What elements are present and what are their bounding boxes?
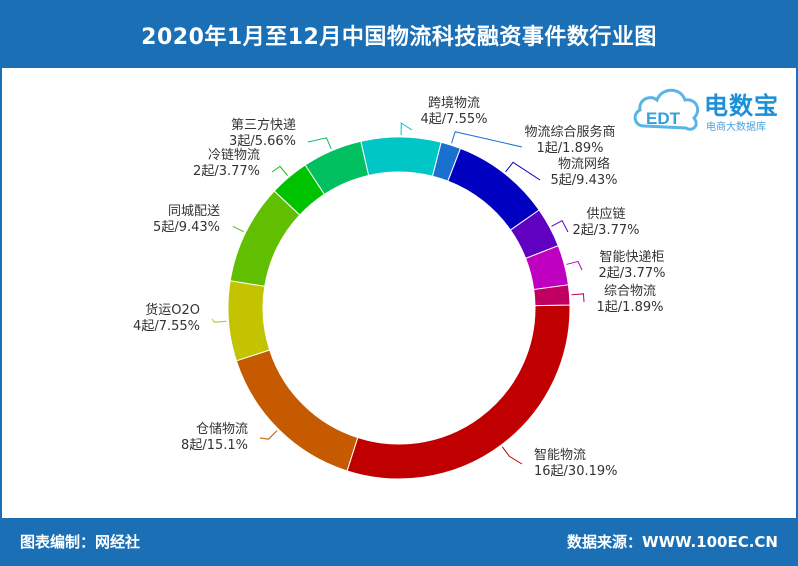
slice-value-label: 1起/1.89% bbox=[537, 141, 604, 156]
leader-line bbox=[400, 122, 413, 136]
donut-slice bbox=[533, 284, 571, 307]
footer-source: 数据来源：WWW.100EC.CN bbox=[567, 533, 778, 551]
slice-value-label: 16起/30.19% bbox=[534, 464, 618, 479]
slice-value-label: 2起/3.77% bbox=[573, 223, 640, 238]
logo-sub-text: 电商大数据库 bbox=[706, 122, 766, 133]
donut-slice bbox=[227, 280, 271, 362]
slice-name-label: 物流网络 bbox=[558, 156, 610, 172]
logo-badge: EDT bbox=[646, 109, 681, 128]
slice-value-label: 2起/3.77% bbox=[599, 266, 666, 281]
donut-slice bbox=[447, 147, 540, 231]
slice-name-label: 跨境物流 bbox=[428, 96, 480, 111]
leader-line bbox=[571, 293, 585, 303]
slice-name-label: 综合物流 bbox=[604, 284, 656, 299]
leader-line bbox=[451, 131, 523, 148]
leader-line bbox=[259, 430, 278, 440]
leader-line bbox=[211, 318, 227, 323]
leader-line bbox=[232, 225, 244, 233]
leader-line bbox=[307, 137, 332, 150]
chart-title: 2020年1月至12月中国物流科技融资事件数行业图 bbox=[2, 2, 796, 68]
slice-value-label: 8起/15.1% bbox=[181, 438, 248, 453]
slice-value-label: 3起/5.66% bbox=[229, 134, 296, 149]
leader-line bbox=[551, 219, 569, 233]
slice-name-label: 冷链物流 bbox=[208, 148, 260, 163]
footer-author: 图表编制：网经社 bbox=[20, 533, 141, 551]
slice-name-label: 同城配送 bbox=[168, 204, 220, 219]
slice-name-label: 物流综合服务商 bbox=[524, 124, 615, 140]
leader-line bbox=[505, 161, 541, 181]
slice-value-label: 4起/7.55% bbox=[133, 319, 200, 334]
slice-value-label: 5起/9.43% bbox=[551, 173, 618, 188]
leader-line bbox=[271, 165, 289, 176]
logo: EDT 电数宝 电商大数据库 bbox=[630, 80, 792, 140]
footer-bar: 图表编制：网经社 数据来源：WWW.100EC.CN bbox=[2, 518, 796, 564]
slice-name-label: 仓储物流 bbox=[196, 422, 248, 437]
slice-value-label: 2起/3.77% bbox=[193, 164, 260, 179]
slice-name-label: 第三方快递 bbox=[231, 117, 296, 133]
slice-name-label: 货运O2O bbox=[145, 302, 200, 318]
slice-name-label: 供应链 bbox=[586, 206, 625, 222]
leader-line bbox=[501, 446, 523, 465]
logo-main-text: 电数宝 bbox=[704, 92, 779, 120]
slice-name-label: 智能快递柜 bbox=[599, 250, 664, 265]
slice-value-label: 4起/7.55% bbox=[421, 112, 488, 127]
slice-value-label: 5起/9.43% bbox=[153, 220, 220, 235]
slice-value-label: 1起/1.89% bbox=[597, 300, 664, 315]
donut-slice bbox=[235, 349, 359, 472]
slice-name-label: 智能物流 bbox=[534, 448, 586, 463]
leader-line bbox=[566, 260, 583, 271]
donut-slice bbox=[360, 136, 442, 177]
cloud-logo-icon: EDT bbox=[633, 88, 700, 131]
